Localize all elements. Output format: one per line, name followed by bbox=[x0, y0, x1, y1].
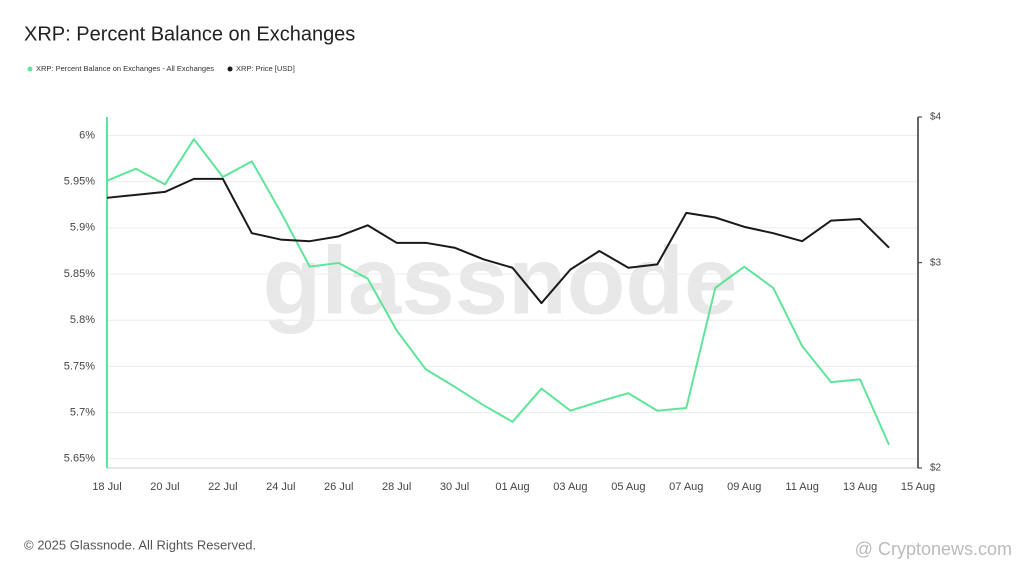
y-tick-label: 5.7% bbox=[70, 406, 95, 418]
x-tick-label: 07 Aug bbox=[669, 481, 703, 493]
series-line bbox=[106, 138, 890, 446]
x-tick-label: 09 Aug bbox=[727, 481, 761, 493]
y-tick-label: 5.85% bbox=[64, 268, 95, 280]
x-tick-label: 22 Jul bbox=[208, 481, 237, 493]
x-tick-label: 05 Aug bbox=[611, 481, 645, 493]
series-line bbox=[106, 177, 890, 305]
copyright: © 2025 Glassnode. All Rights Reserved. bbox=[24, 537, 256, 552]
x-tick-label: 03 Aug bbox=[553, 481, 587, 493]
y2-tick-label: $3 bbox=[930, 257, 942, 268]
x-tick-label: 11 Aug bbox=[785, 481, 818, 493]
y2-tick-label: $4 bbox=[930, 112, 942, 123]
watermark: glassnode bbox=[263, 227, 738, 334]
y-tick-label: 5.75% bbox=[64, 360, 95, 372]
y-tick-label: 6% bbox=[79, 129, 95, 141]
x-tick-label: 30 Jul bbox=[440, 481, 469, 493]
y-tick-label: 5.9% bbox=[70, 222, 95, 234]
legend-label: XRP: Price [USD] bbox=[236, 64, 295, 73]
legend-label: XRP: Percent Balance on Exchanges - All … bbox=[36, 64, 214, 73]
x-tick-label: 24 Jul bbox=[266, 481, 295, 493]
chart-title: XRP: Percent Balance on Exchanges bbox=[24, 23, 355, 45]
x-tick-label: 13 Aug bbox=[843, 481, 877, 493]
x-tick-label: 01 Aug bbox=[495, 481, 529, 493]
source-watermark: @ Cryptonews.com bbox=[855, 539, 1012, 559]
x-tick-label: 18 Jul bbox=[92, 481, 121, 493]
y-tick-label: 5.65% bbox=[64, 453, 95, 465]
x-tick-label: 15 Aug bbox=[901, 481, 935, 493]
y2-tick-label: $2 bbox=[930, 463, 942, 474]
x-tick-label: 20 Jul bbox=[150, 481, 179, 493]
legend-marker bbox=[27, 66, 33, 72]
x-tick-label: 26 Jul bbox=[324, 481, 353, 493]
x-tick-label: 28 Jul bbox=[382, 481, 411, 493]
y-tick-label: 5.95% bbox=[64, 176, 95, 188]
legend-marker bbox=[227, 66, 233, 72]
y-tick-label: 5.8% bbox=[70, 314, 95, 326]
